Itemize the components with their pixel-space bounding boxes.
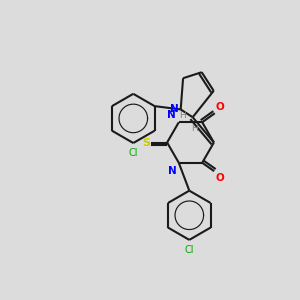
Text: S: S: [142, 137, 150, 148]
Text: H: H: [179, 111, 186, 120]
Text: H: H: [191, 124, 198, 133]
Text: Cl: Cl: [184, 245, 194, 255]
Text: N: N: [168, 166, 176, 176]
Text: O: O: [215, 173, 224, 183]
Text: N: N: [170, 104, 179, 114]
Text: N: N: [167, 110, 176, 120]
Text: O: O: [216, 102, 224, 112]
Text: Cl: Cl: [128, 148, 138, 158]
